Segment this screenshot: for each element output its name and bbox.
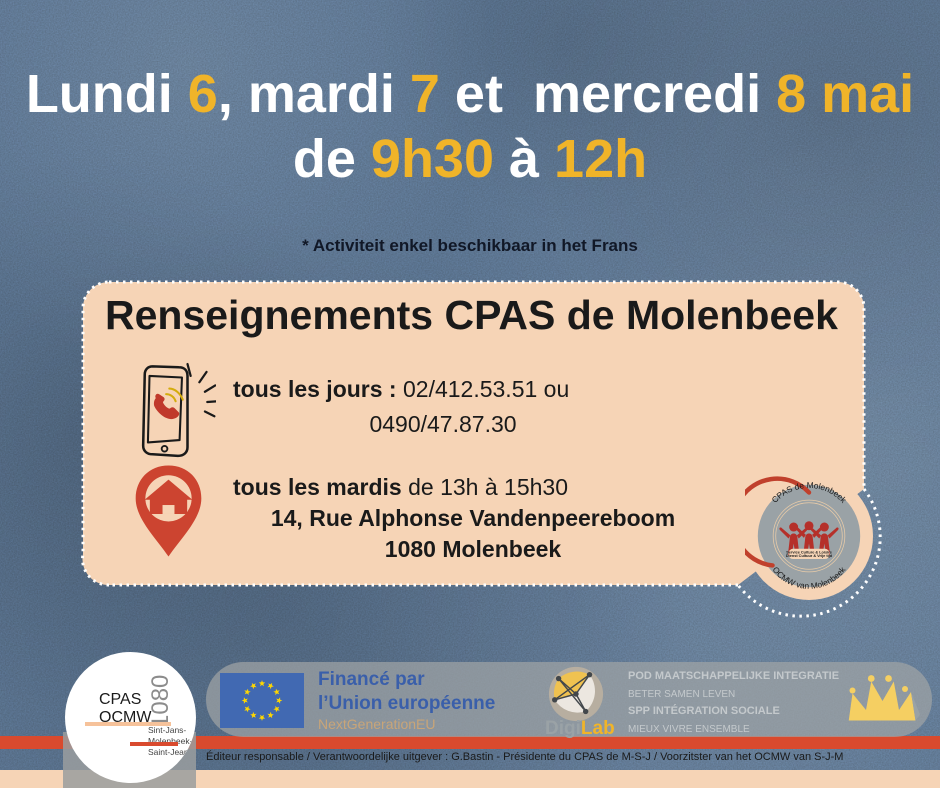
svg-text:Dienst Cultuur & Vrije tijd: Dienst Cultuur & Vrije tijd [786,554,833,558]
